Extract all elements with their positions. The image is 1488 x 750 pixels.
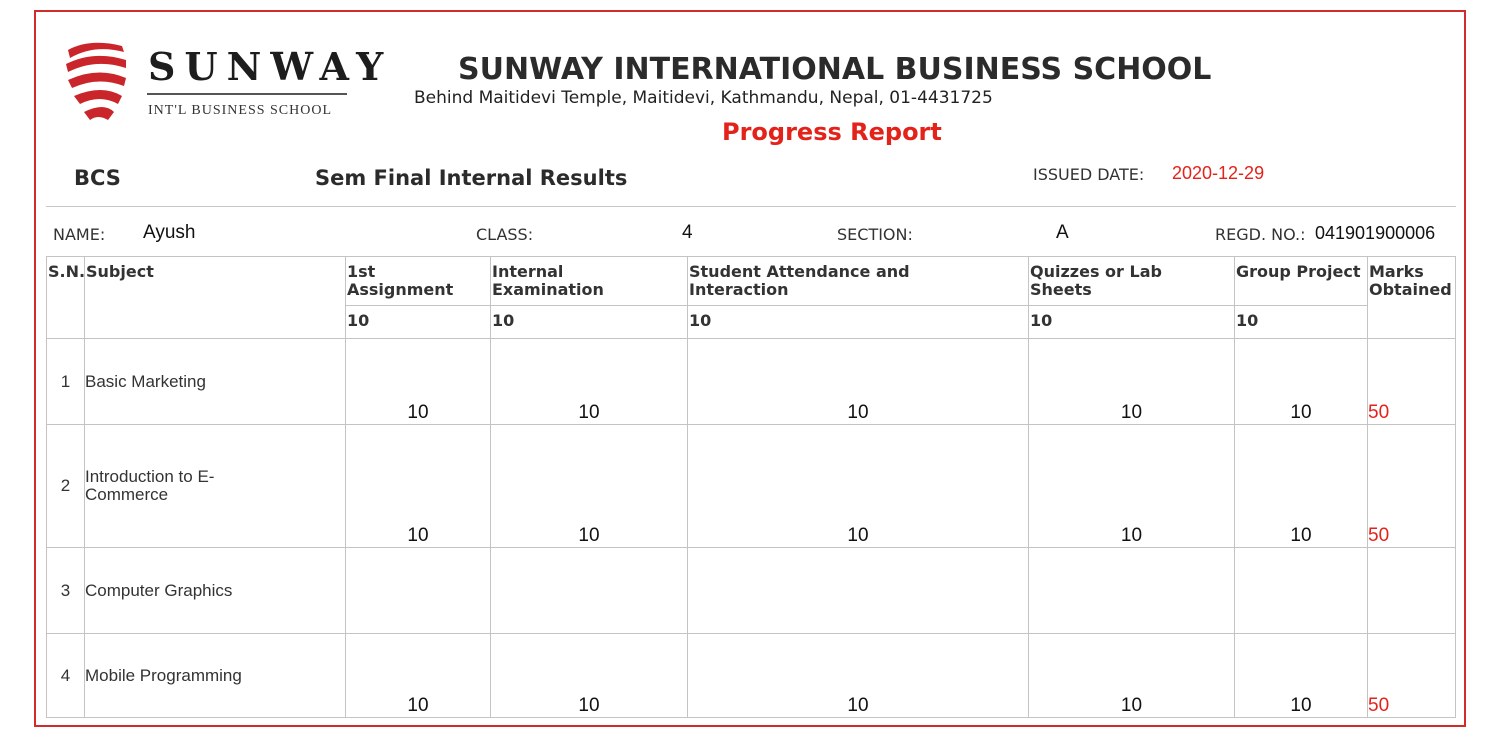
col-header-marks-obtained: Marks Obtained bbox=[1367, 256, 1456, 339]
score-cell: 10 bbox=[1234, 338, 1368, 425]
score-cell: 10 bbox=[1028, 424, 1235, 548]
score-cell bbox=[490, 547, 688, 634]
table-row: 3 Computer Graphics bbox=[46, 547, 1456, 634]
score-cell bbox=[1234, 547, 1368, 634]
row-sn: 4 bbox=[46, 633, 85, 718]
header-row: S.N. Subject 1st Assignment Internal Exami… bbox=[46, 256, 1456, 339]
col-header-internal-exam: Internal Examination bbox=[490, 256, 688, 306]
score-cell bbox=[1028, 547, 1235, 634]
score-cell: 10 bbox=[1028, 633, 1235, 718]
report-title: Progress Report bbox=[722, 118, 942, 146]
brand-divider bbox=[147, 93, 347, 95]
col-header-attendance: Student Attendance and Interaction bbox=[687, 256, 1029, 306]
max-mark: 10 bbox=[1234, 305, 1368, 339]
divider bbox=[46, 206, 1456, 207]
brand-subtitle: INT'L BUSINESS SCHOOL bbox=[148, 103, 333, 118]
score-cell: 10 bbox=[345, 338, 491, 425]
table-row: 2 Introduction to E- Commerce 10 10 10 10… bbox=[46, 424, 1456, 548]
score-cell: 10 bbox=[345, 424, 491, 548]
sunway-logo-icon bbox=[66, 42, 126, 120]
issued-date-label: ISSUED DATE: bbox=[1033, 165, 1145, 184]
total-cell bbox=[1367, 547, 1456, 634]
col-header-group-project: Group Project bbox=[1234, 256, 1368, 306]
semester-label: Sem Final Internal Results bbox=[315, 166, 628, 190]
table-row: 1 Basic Marketing 10 10 10 10 10 50 bbox=[46, 338, 1456, 425]
row-subject: Mobile Programming bbox=[84, 633, 346, 718]
regd-value: 041901900006 bbox=[1315, 223, 1436, 243]
score-cell: 10 bbox=[687, 424, 1029, 548]
marks-table: S.N. Subject 1st Assignment Internal Exami… bbox=[46, 256, 1456, 718]
regd-label: REGD. NO.: bbox=[1215, 225, 1306, 244]
section-value: A bbox=[1056, 222, 1069, 243]
row-subject: Basic Marketing bbox=[84, 338, 346, 425]
section-label: SECTION: bbox=[837, 225, 913, 244]
student-name: Ayush bbox=[143, 222, 196, 243]
row-subject: Computer Graphics bbox=[84, 547, 346, 634]
max-mark: 10 bbox=[345, 305, 491, 339]
score-cell: 10 bbox=[687, 633, 1029, 718]
col-header-assignment: 1st Assignment bbox=[345, 256, 491, 306]
row-sn: 3 bbox=[46, 547, 85, 634]
score-cell bbox=[345, 547, 491, 634]
class-label: CLASS: bbox=[476, 225, 534, 244]
brand-name: SUNWAY bbox=[148, 44, 393, 89]
max-mark: 10 bbox=[687, 305, 1029, 339]
name-label: NAME: bbox=[53, 225, 106, 244]
max-mark: 10 bbox=[490, 305, 688, 339]
issued-date-value: 2020-12-29 bbox=[1172, 163, 1265, 183]
max-marks-row: 10 10 10 10 10 bbox=[47, 305, 1456, 339]
score-cell bbox=[687, 547, 1029, 634]
program-name: BCS bbox=[74, 166, 121, 190]
row-sn: 2 bbox=[46, 424, 85, 548]
col-header-subject: Subject bbox=[84, 256, 346, 339]
score-cell: 10 bbox=[1028, 338, 1235, 425]
score-cell: 10 bbox=[345, 633, 491, 718]
max-mark: 10 bbox=[1028, 305, 1235, 339]
score-cell: 10 bbox=[1234, 424, 1368, 548]
col-header-quizzes: Quizzes or Lab Sheets bbox=[1028, 256, 1235, 306]
report-frame bbox=[34, 10, 1466, 727]
total-cell: 50 bbox=[1367, 424, 1456, 548]
class-value: 4 bbox=[682, 222, 693, 243]
school-name: SUNWAY INTERNATIONAL BUSINESS SCHOOL bbox=[458, 52, 1212, 87]
table-row: 4 Mobile Programming 10 10 10 10 10 50 bbox=[46, 633, 1456, 718]
score-cell: 10 bbox=[490, 424, 688, 548]
row-subject: Introduction to E- Commerce bbox=[84, 424, 346, 548]
score-cell: 10 bbox=[1234, 633, 1368, 718]
row-sn: 1 bbox=[46, 338, 85, 425]
total-cell: 50 bbox=[1367, 633, 1456, 718]
score-cell: 10 bbox=[687, 338, 1029, 425]
school-address: Behind Maitidevi Temple, Maitidevi, Kath… bbox=[414, 88, 993, 108]
col-header-sn: S.N. bbox=[46, 256, 85, 339]
total-cell: 50 bbox=[1367, 338, 1456, 425]
score-cell: 10 bbox=[490, 338, 688, 425]
score-cell: 10 bbox=[490, 633, 688, 718]
